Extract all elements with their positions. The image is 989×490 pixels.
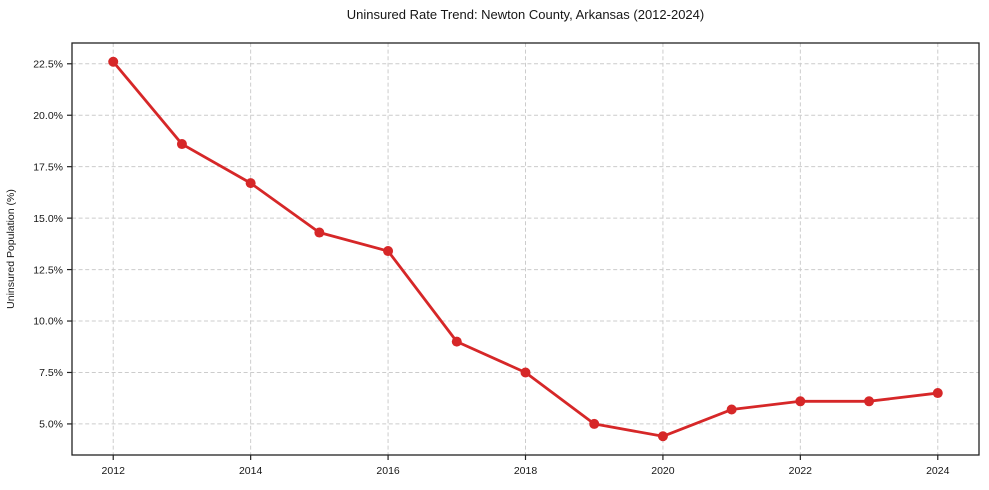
data-point-2023: [864, 396, 875, 407]
axes-layer: 5.0% 7.5% 10.0% 12.5% 15.0% 17.5% 20.0% 22.5% 20…: [33, 42, 980, 477]
x-tick-label: 2016: [376, 465, 400, 477]
data-point-2014: [245, 178, 256, 189]
x-tick-label: 2020: [651, 465, 675, 477]
data-point-2019: [589, 418, 600, 429]
y-axis-label: Uninsured Population (%): [5, 189, 17, 309]
y-tick-label: 20.0%: [33, 110, 63, 122]
data-point-2024: [932, 388, 943, 399]
y-tick-label: 12.5%: [33, 264, 63, 276]
data-point-2017: [451, 336, 462, 347]
data-point-2015: [314, 227, 325, 238]
y-tick-label: 5.0%: [39, 419, 63, 431]
chart-title: Uninsured Rate Trend: Newton County, Ark…: [346, 7, 705, 22]
x-tick-label: 2018: [514, 465, 538, 477]
x-tick-label: 2012: [102, 465, 126, 477]
x-tick-label: 2022: [789, 465, 813, 477]
y-tick-label: 15.0%: [33, 213, 63, 225]
data-point-2021: [726, 404, 737, 415]
data-point-2018: [520, 367, 531, 378]
x-tick-label: 2014: [239, 465, 263, 477]
data-point-2013: [176, 139, 187, 150]
trend-series: [108, 56, 943, 442]
data-point-2022: [795, 396, 806, 407]
grid-layer: [72, 43, 979, 455]
y-tick-label: 17.5%: [33, 161, 63, 173]
data-point-2016: [383, 246, 394, 257]
data-point-2012: [108, 56, 119, 67]
x-tick-label: 2024: [926, 465, 950, 477]
y-tick-label: 7.5%: [39, 367, 63, 379]
y-tick-label: 22.5%: [33, 58, 63, 70]
data-point-2020: [657, 431, 668, 442]
y-tick-label: 10.0%: [33, 316, 63, 328]
